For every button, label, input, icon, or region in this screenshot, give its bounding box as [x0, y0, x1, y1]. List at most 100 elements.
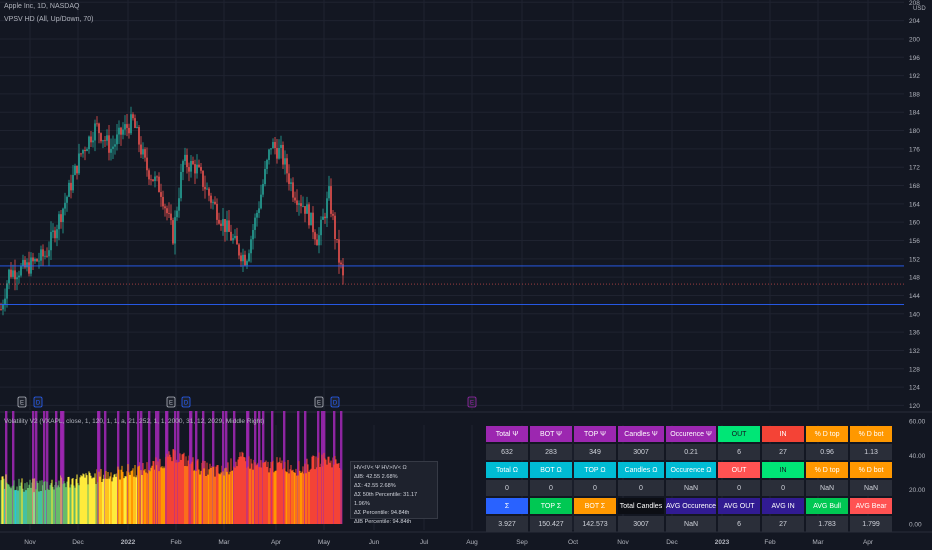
candle-body [230, 231, 232, 241]
event-marker[interactable]: D [33, 396, 43, 408]
candle-body [242, 254, 244, 262]
candle [230, 224, 232, 242]
candle [296, 189, 298, 212]
candle-body [238, 244, 240, 256]
candle [206, 182, 208, 190]
indicator-legend[interactable]: VPSV HD (All, Up/Down, 70) [4, 16, 94, 23]
event-marker[interactable]: D [181, 396, 191, 408]
candle-body [306, 204, 308, 214]
event-marker-label[interactable]: D [36, 401, 41, 407]
candle-body [252, 229, 254, 240]
candle [198, 159, 200, 168]
candle [226, 210, 228, 241]
price-tick-label: 156 [909, 238, 920, 245]
volatility-highlight [43, 411, 46, 524]
event-marker-box[interactable] [314, 396, 324, 408]
candle [188, 162, 190, 182]
candle-body [210, 195, 212, 203]
candle-body [174, 217, 176, 244]
candle [286, 153, 288, 183]
candle-body [334, 215, 336, 239]
candle [152, 179, 154, 182]
volatility-highlight [32, 411, 35, 524]
volatility-tick-label: 0.00 [909, 522, 922, 529]
table-cell: 0 [762, 480, 805, 496]
candle [20, 262, 22, 278]
candle-body [268, 149, 270, 160]
candle-body [8, 269, 10, 284]
candle [192, 156, 194, 166]
candle-body [162, 196, 164, 207]
price-axis[interactable]: 120 124 128 132 136 140 144 148 152 156 160 164 168 1… [904, 0, 932, 550]
candle [216, 198, 218, 226]
table-cell: OUT [718, 426, 761, 442]
event-marker-box[interactable] [467, 396, 477, 408]
candle-body [166, 208, 168, 214]
candle [98, 122, 100, 144]
volatility-highlight [62, 411, 65, 524]
time-axis[interactable]: Nov Dec 2022 Feb Mar Apr May Jun Jul Aug Sep Oct Nov… [0, 531, 932, 546]
candle [204, 175, 206, 199]
candle-body [180, 171, 182, 199]
event-marker-label[interactable]: E [317, 401, 321, 407]
candle-body [236, 235, 238, 245]
event-marker-box[interactable] [33, 396, 43, 408]
candle [284, 150, 286, 175]
volatility-highlight [12, 411, 15, 524]
candle [260, 184, 262, 210]
event-marker[interactable]: E [166, 396, 176, 408]
event-marker-box[interactable] [181, 396, 191, 408]
event-marker-box[interactable] [17, 396, 27, 408]
horizontal-lines: 150.44142.04146.50 [0, 260, 932, 310]
time-tick-label: Nov [24, 539, 36, 546]
symbol-legend[interactable]: Apple Inc, 1D, NASDAQ [4, 3, 80, 10]
candle [200, 163, 202, 174]
table-cell: Total Ψ [486, 426, 528, 442]
event-marker-box[interactable] [166, 396, 176, 408]
candle [136, 121, 138, 129]
candle-body [200, 166, 202, 171]
candle [234, 229, 236, 240]
candle [52, 223, 54, 239]
candle [72, 164, 74, 193]
volatility-legend[interactable]: Volatility V2 (VXAPL, close, 1, 120, 1, … [4, 418, 265, 425]
event-marker-label[interactable]: D [184, 401, 189, 407]
candle [86, 147, 88, 152]
event-marker[interactable]: E [17, 396, 27, 408]
candle [118, 120, 120, 144]
candle-body [300, 203, 302, 207]
event-marker-label[interactable]: E [470, 401, 474, 407]
table-cell: AVG Bull [806, 498, 849, 514]
event-marker[interactable]: D [330, 396, 340, 408]
candle-body [292, 182, 294, 198]
axis-background [904, 0, 932, 550]
candle-body [150, 179, 152, 181]
event-marker[interactable]: E [467, 396, 477, 408]
candle [302, 196, 304, 208]
candle-body [98, 123, 100, 134]
event-marker-label[interactable]: E [20, 401, 24, 407]
event-marker-box[interactable] [330, 396, 340, 408]
volatility-info-box: HV<IV< Ψ HV>IV< Ω ΔIB: 42.55 2.68% ΔΣ: 4… [350, 461, 438, 525]
event-marker-label[interactable]: E [169, 401, 173, 407]
candle [28, 251, 30, 277]
candle [244, 250, 246, 267]
candle [224, 219, 226, 242]
candle [170, 204, 172, 225]
candle [148, 168, 150, 185]
event-marker[interactable]: E [314, 396, 324, 408]
candle [58, 211, 60, 241]
candle-body [114, 144, 116, 147]
candle-body [204, 186, 206, 190]
candle [196, 154, 198, 179]
event-marker-label[interactable]: D [333, 401, 338, 407]
candle-body [48, 250, 50, 257]
candle [182, 159, 184, 181]
table-row: Total Ω BOT Ω TOP Ω Candles Ω Occurence Ω OUT… [486, 462, 893, 478]
table-cell: 0 [618, 480, 664, 496]
candle-body [76, 165, 78, 174]
volatility-axis[interactable]: 0.00 20.00 40.00 60.00 [909, 419, 926, 529]
price-tick-label: 208 [909, 0, 920, 7]
table-row: 3.927 150.427 142.573 3007 NaN 6 27 1.783 1.799 [486, 516, 893, 532]
